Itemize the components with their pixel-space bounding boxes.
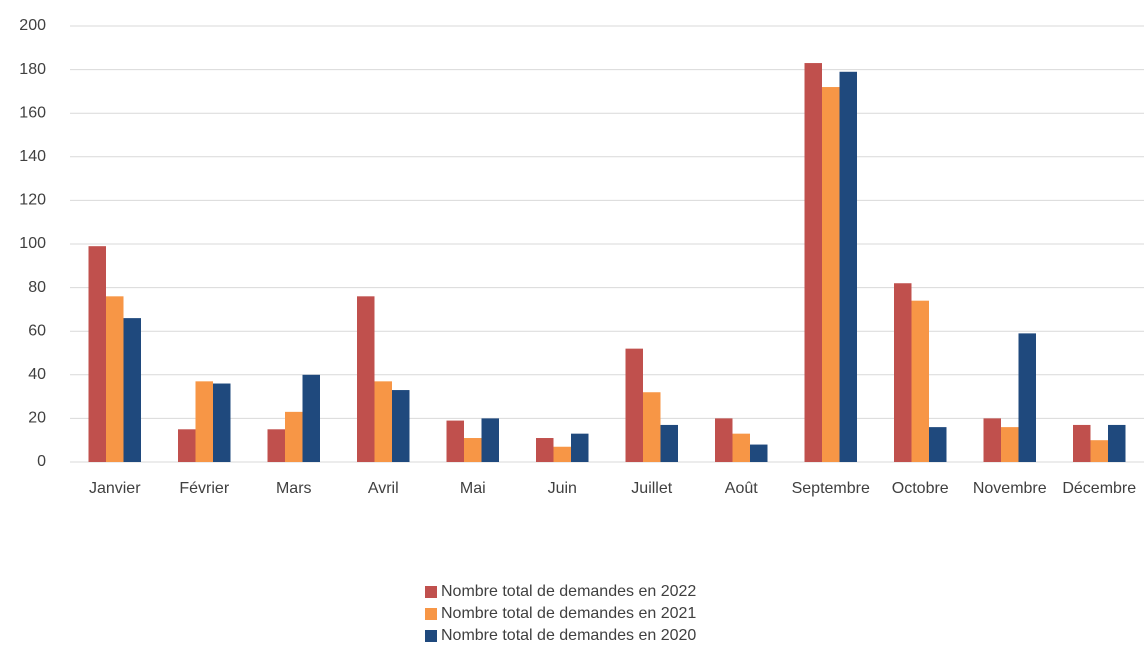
bar <box>1001 427 1019 462</box>
bar <box>911 300 929 462</box>
bar <box>894 283 912 462</box>
y-tick-label: 200 <box>19 17 46 34</box>
x-tick-label: Mars <box>276 480 312 497</box>
y-tick-label: 180 <box>19 61 46 78</box>
bar <box>1108 424 1126 462</box>
bar <box>1018 333 1036 462</box>
bar <box>715 418 733 462</box>
bar <box>392 390 410 462</box>
x-tick-label: Janvier <box>89 480 141 497</box>
y-tick-label: 160 <box>19 104 46 121</box>
y-tick-label: 40 <box>28 366 46 383</box>
legend-label: Nombre total de demandes en 2020 <box>441 627 696 644</box>
y-tick-label: 80 <box>28 279 46 296</box>
x-tick-label: Avril <box>368 480 399 497</box>
x-tick-label: Août <box>725 480 758 497</box>
bar <box>553 446 571 462</box>
x-tick-label: Juin <box>548 480 577 497</box>
legend-label: Nombre total de demandes en 2022 <box>441 583 696 600</box>
legend-swatch <box>425 630 437 642</box>
y-tick-label: 100 <box>19 235 46 252</box>
bar <box>839 71 857 462</box>
y-tick-label: 60 <box>28 322 46 339</box>
legend-swatch <box>425 586 437 598</box>
bar <box>750 444 768 462</box>
bar <box>178 429 196 462</box>
bar <box>625 348 643 462</box>
y-tick-label: 20 <box>28 410 46 427</box>
x-tick-label: Juillet <box>631 480 672 497</box>
x-tick-label: Septembre <box>792 480 870 497</box>
bar <box>660 424 678 462</box>
x-tick-label: Février <box>179 480 229 497</box>
y-tick-label: 120 <box>19 192 46 209</box>
y-tick-label: 140 <box>19 148 46 165</box>
bar <box>302 374 320 462</box>
bar <box>357 296 375 462</box>
bar <box>267 429 285 462</box>
bar <box>804 63 822 463</box>
bar <box>822 87 840 462</box>
x-tick-label: Décembre <box>1062 480 1136 497</box>
x-tick-label: Novembre <box>973 480 1047 497</box>
bar <box>374 381 392 462</box>
bar <box>123 318 141 462</box>
bar <box>106 296 124 462</box>
bar <box>285 411 303 462</box>
x-tick-label: Mai <box>460 480 486 497</box>
bar <box>1090 440 1108 462</box>
bar <box>481 418 499 462</box>
bar <box>732 433 750 462</box>
bar <box>1073 424 1091 462</box>
bar <box>88 246 106 462</box>
bar <box>213 383 231 462</box>
legend-label: Nombre total de demandes en 2021 <box>441 605 696 622</box>
bar <box>983 418 1001 462</box>
bar <box>536 438 554 462</box>
legend-swatch <box>425 608 437 620</box>
bar <box>643 392 661 462</box>
bar <box>929 427 947 462</box>
bar <box>195 381 213 462</box>
y-tick-label: 0 <box>37 453 46 470</box>
bar <box>571 433 589 462</box>
bar <box>446 420 464 462</box>
bar <box>464 438 482 462</box>
x-tick-label: Octobre <box>892 480 949 497</box>
